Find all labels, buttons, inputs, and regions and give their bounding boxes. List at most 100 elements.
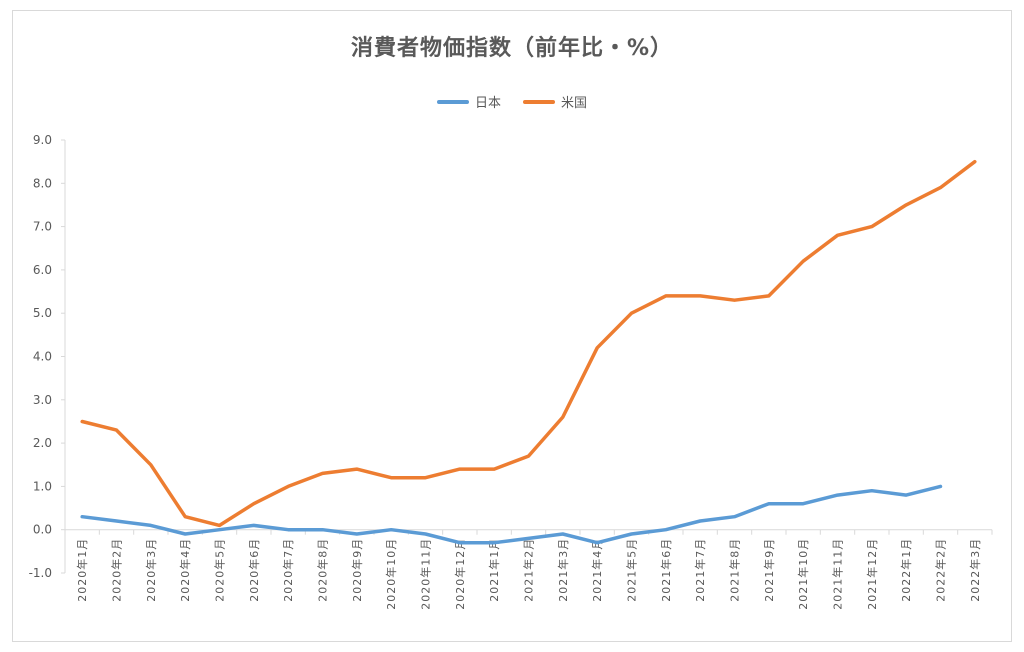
x-axis-labels: 2020年1月 2020年2月 2020年3月 2020年4月 2020年5月 2020年…: [75, 538, 982, 610]
data-point-us: [149, 463, 152, 466]
data-point-japan: [149, 524, 152, 527]
data-point-us: [973, 160, 976, 163]
data-point-japan: [184, 533, 187, 536]
data-point-us: [287, 485, 290, 488]
data-point-japan: [81, 515, 84, 518]
data-point-us: [561, 416, 564, 419]
y-tick-label: 9.0: [33, 133, 52, 147]
x-tick-label: 2020年9月: [350, 538, 364, 602]
data-point-us: [424, 476, 427, 479]
y-tick-label: 2.0: [33, 436, 52, 450]
data-point-japan: [630, 533, 633, 536]
data-point-japan: [939, 485, 942, 488]
data-point-us: [493, 468, 496, 471]
data-point-japan: [252, 524, 255, 527]
data-point-us: [905, 203, 908, 206]
chart-frame: [12, 10, 1012, 642]
series-lines: [80, 159, 977, 545]
x-tick-label: 2021年3月: [556, 538, 570, 602]
data-point-us: [870, 225, 873, 228]
axes: [61, 139, 993, 574]
data-point-us: [802, 260, 805, 263]
x-tick-label: 2020年8月: [316, 538, 330, 602]
x-tick-label: 2021年5月: [625, 538, 639, 602]
x-tick-label: 2021年10月: [796, 538, 810, 610]
x-tick-label: 2020年7月: [281, 538, 295, 602]
data-point-us: [836, 234, 839, 237]
x-tick-label: 2020年5月: [213, 538, 227, 602]
data-point-japan: [802, 502, 805, 505]
legend-label-us: 米国: [561, 96, 588, 111]
data-point-us: [355, 468, 358, 471]
data-point-us: [218, 524, 221, 527]
y-tick-label: 4.0: [33, 350, 52, 364]
data-point-japan: [733, 515, 736, 518]
legend-item-japan: 日本: [436, 92, 501, 111]
data-point-japan: [458, 541, 461, 544]
data-point-japan: [836, 494, 839, 497]
data-point-japan: [905, 494, 908, 497]
data-point-japan: [870, 489, 873, 492]
y-axis-labels: -1.0 0.0 1.0 2.0 3.0 4.0 5.0 6.0 7.0 8.0 9.0: [29, 133, 52, 580]
series-line-japan: [80, 484, 943, 545]
data-point-japan: [424, 533, 427, 536]
data-point-us: [527, 455, 530, 458]
y-tick-label: -1.0: [29, 566, 52, 580]
x-tick-label: 2021年9月: [762, 538, 776, 602]
data-point-japan: [287, 528, 290, 531]
data-point-japan: [493, 541, 496, 544]
data-point-japan: [218, 528, 221, 531]
data-point-japan: [321, 528, 324, 531]
x-tick-label: 2021年8月: [728, 538, 742, 602]
y-tick-label: 1.0: [33, 479, 52, 493]
y-tick-label: 7.0: [33, 220, 52, 234]
data-point-us: [939, 186, 942, 189]
y-tick-label: 5.0: [33, 306, 52, 320]
data-point-us: [252, 502, 255, 505]
x-tick-label: 2020年1月: [75, 538, 89, 602]
x-tick-label: 2020年10月: [384, 538, 398, 610]
x-tick-label: 2021年11月: [831, 538, 845, 610]
x-tick-label: 2020年3月: [144, 538, 158, 602]
data-point-japan: [699, 520, 702, 523]
data-point-us: [630, 312, 633, 315]
data-point-us: [458, 468, 461, 471]
x-tick-label: 2020年11月: [419, 538, 433, 610]
data-point-japan: [115, 520, 118, 523]
x-tick-label: 2020年12月: [453, 538, 467, 610]
y-tick-label: 6.0: [33, 263, 52, 277]
data-point-us: [81, 420, 84, 423]
data-point-us: [184, 515, 187, 518]
x-tick-label: 2022年2月: [934, 538, 948, 602]
data-point-japan: [390, 528, 393, 531]
data-point-us: [733, 299, 736, 302]
data-point-us: [321, 472, 324, 475]
x-tick-label: 2022年1月: [899, 538, 913, 602]
x-tick-label: 2021年4月: [590, 538, 604, 602]
legend-item-us: 米国: [523, 92, 587, 111]
x-tick-label: 2020年4月: [178, 538, 192, 602]
legend: 日本 米国: [0, 92, 1024, 111]
data-point-japan: [355, 533, 358, 536]
data-point-us: [767, 294, 770, 297]
chart-title: 消費者物価指数（前年比・%）: [350, 36, 674, 61]
data-point-japan: [664, 528, 667, 531]
y-tick-label: 0.0: [33, 523, 52, 537]
series-line-us: [80, 159, 977, 528]
data-point-japan: [596, 541, 599, 544]
legend-swatch-us: [523, 99, 555, 104]
data-point-japan: [527, 537, 530, 540]
x-tick-label: 2021年2月: [522, 538, 536, 602]
y-tick-label: 8.0: [33, 176, 52, 190]
y-tick-label: 3.0: [33, 393, 52, 407]
legend-label-japan: 日本: [474, 96, 501, 111]
x-tick-label: 2020年2月: [110, 538, 124, 602]
data-point-japan: [561, 533, 564, 536]
data-point-us: [664, 294, 667, 297]
data-point-us: [115, 429, 118, 432]
legend-swatch-japan: [436, 99, 469, 104]
data-point-us: [596, 346, 599, 349]
x-tick-label: 2022年3月: [968, 538, 982, 602]
data-point-us: [390, 476, 393, 479]
